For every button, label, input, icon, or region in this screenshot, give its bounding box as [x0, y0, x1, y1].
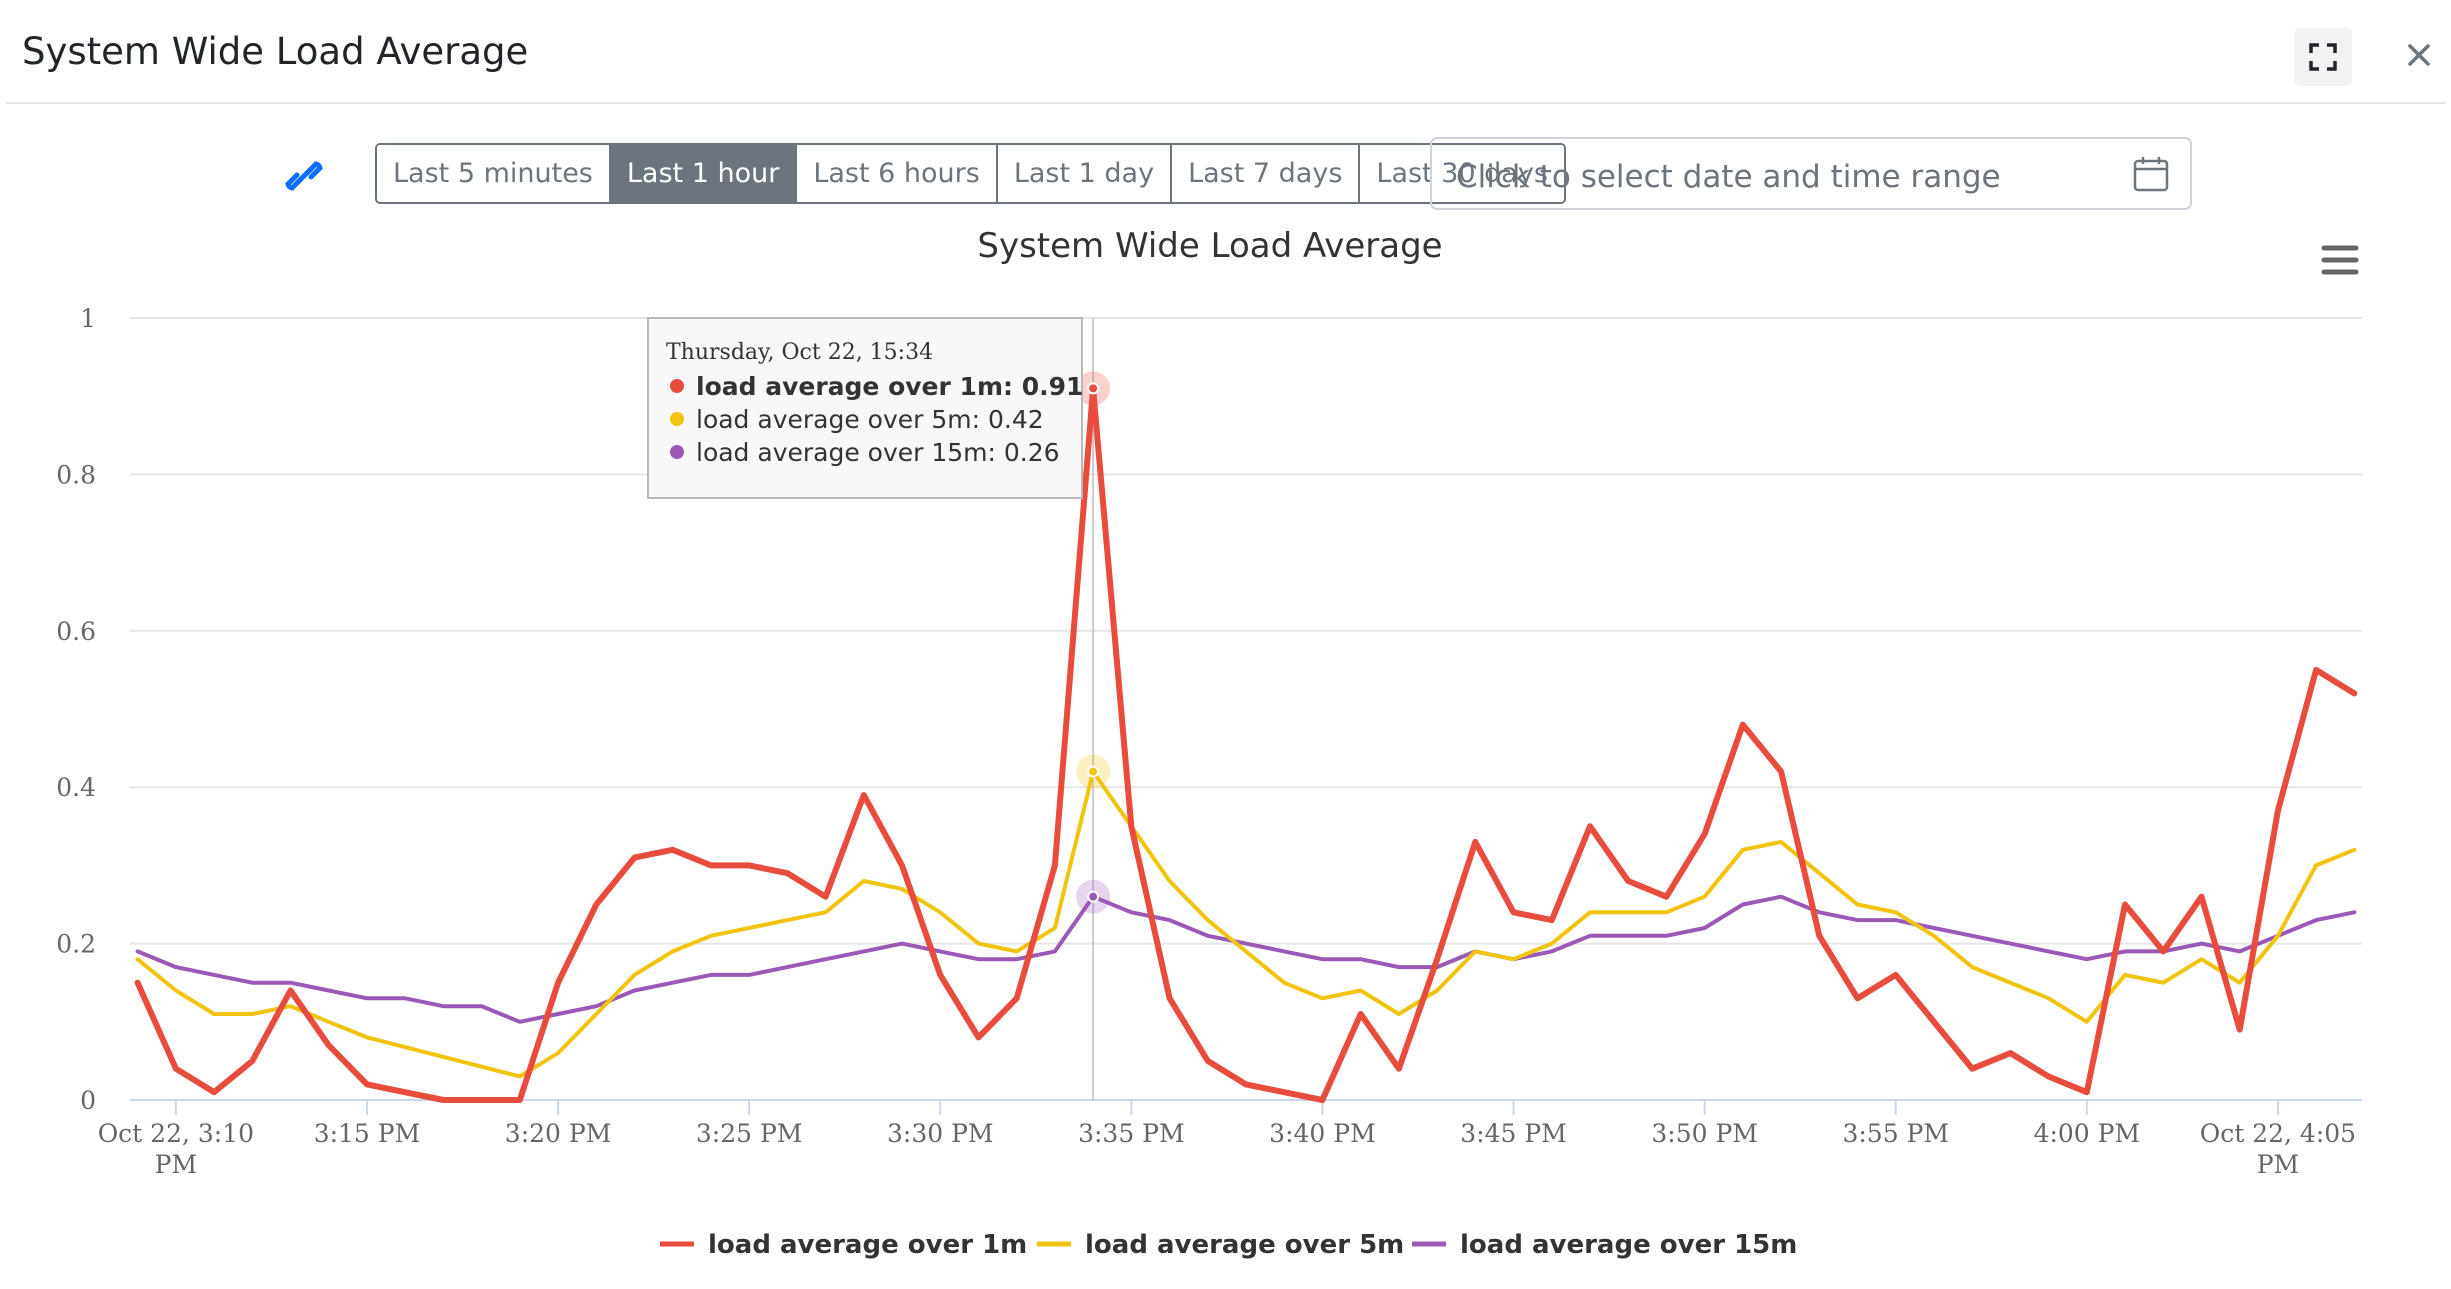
tooltip-row-value: 0.42 [988, 405, 1044, 434]
tooltip-row: load average over 1m: 0.91 [696, 372, 1083, 401]
x-tick-label: 3:30 PM [887, 1119, 994, 1148]
x-tick-label: 4:00 PM [2034, 1119, 2141, 1148]
time-range-button-last-1-hour[interactable]: Last 1 hour [610, 145, 798, 202]
tooltip-row-label: load average over 15m: [696, 438, 1004, 467]
x-tick-label: 3:15 PM [314, 1119, 421, 1148]
tooltip-row: load average over 5m: 0.42 [696, 405, 1044, 434]
tooltip-row-value: 0.91 [1022, 372, 1084, 401]
y-tick-label: 0.4 [56, 773, 96, 802]
time-range-button-group: Last 5 minutes Last 1 hour Last 6 hours Las… [375, 143, 1566, 204]
hover-point[interactable] [1087, 382, 1100, 395]
expand-button[interactable] [2294, 28, 2352, 86]
legend-label: load average over 1m [708, 1230, 1027, 1260]
hover-point[interactable] [1087, 890, 1100, 903]
tooltip-header: Thursday, Oct 22, 15:34 [666, 340, 933, 365]
time-range-button-last-1-day[interactable]: Last 1 day [997, 145, 1173, 202]
legend-label: load average over 15m [1460, 1230, 1797, 1260]
time-range-button-last-30-days[interactable]: Last 30 days [1360, 145, 1564, 202]
hover-point[interactable] [1087, 765, 1100, 778]
y-tick-label: 0.6 [56, 617, 96, 646]
tooltip-row-value: 0.26 [1004, 438, 1060, 467]
modal-header: System Wide Load Average [6, 0, 2446, 104]
modal-title: System Wide Load Average [22, 30, 529, 73]
close-icon [2408, 44, 2430, 66]
time-range-button-last-5-minutes[interactable]: Last 5 minutes [377, 145, 611, 202]
tooltip-box [647, 317, 1083, 499]
link-button[interactable] [284, 156, 324, 196]
y-tick-label: 0.8 [56, 460, 96, 489]
close-button[interactable] [2394, 30, 2444, 80]
x-tick-label: Oct 22, 3:10 PM [98, 1119, 254, 1179]
x-tick-label: 3:55 PM [1842, 1119, 1949, 1148]
x-tick-label: 3:35 PM [1078, 1119, 1185, 1148]
x-tick-label: 3:40 PM [1269, 1119, 1376, 1148]
calendar-icon[interactable] [2132, 155, 2170, 193]
legend-item-5m[interactable]: load average over 5m [1037, 1230, 1404, 1260]
tooltip-row: load average over 15m: 0.26 [696, 438, 1060, 467]
tooltip-row-label: load average over 5m: [696, 405, 988, 434]
y-tick-label: 0.2 [56, 930, 96, 959]
time-range-button-last-7-days[interactable]: Last 7 days [1172, 145, 1361, 202]
y-tick-label: 0 [80, 1086, 96, 1115]
series-line-15m[interactable] [135, 894, 2357, 1024]
legend-label: load average over 5m [1085, 1230, 1404, 1260]
x-tick-label: 3:20 PM [505, 1119, 612, 1148]
x-tick-label: 3:25 PM [696, 1119, 803, 1148]
link-icon [285, 161, 323, 191]
legend-item-15m[interactable]: load average over 15m [1412, 1230, 1797, 1260]
load-average-chart: System Wide Load Average 00.20.40.60.81 … [56, 226, 2362, 1260]
date-range-placeholder: Click to select date and time range [1456, 159, 2001, 195]
tooltip-bullet [670, 379, 684, 393]
x-tick-label: 3:45 PM [1460, 1119, 1567, 1148]
tooltip-bullet [670, 445, 684, 459]
x-tick-label: 3:50 PM [1651, 1119, 1758, 1148]
x-tick-label: Oct 22, 4:05 PM [2200, 1119, 2356, 1179]
expand-icon [2309, 43, 2337, 71]
y-tick-label: 1 [80, 304, 96, 333]
tooltip-row-label: load average over 1m: [696, 372, 1022, 401]
series-line-1m[interactable] [134, 385, 2358, 1103]
series-line-5m[interactable] [135, 769, 2357, 1079]
time-range-button-last-6-hours[interactable]: Last 6 hours [797, 145, 998, 202]
tooltip-bullet [670, 412, 684, 426]
date-range-input[interactable]: Click to select date and time range [1430, 137, 2192, 210]
chart-menu-button[interactable] [2320, 243, 2360, 277]
legend-item-1m[interactable]: load average over 1m [660, 1230, 1027, 1260]
hamburger-menu-icon [2321, 245, 2359, 275]
chart-title: System Wide Load Average [977, 226, 1442, 266]
